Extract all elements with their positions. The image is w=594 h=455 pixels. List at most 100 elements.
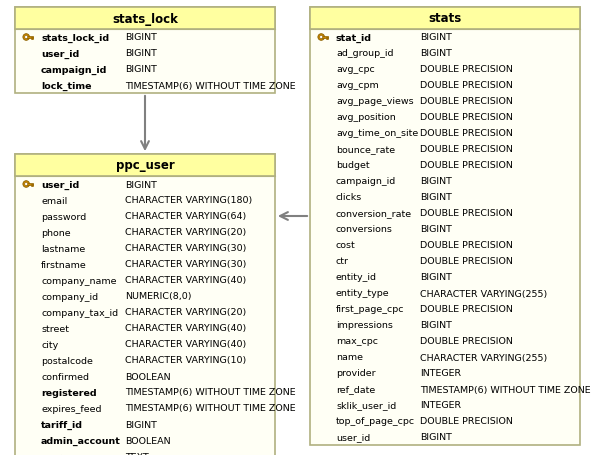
Text: CHARACTER VARYING(255): CHARACTER VARYING(255): [420, 353, 547, 362]
Text: CHARACTER VARYING(30): CHARACTER VARYING(30): [125, 260, 247, 269]
Text: CHARACTER VARYING(40): CHARACTER VARYING(40): [125, 324, 247, 333]
Text: BOOLEAN: BOOLEAN: [125, 435, 170, 445]
Text: ppc_user: ppc_user: [116, 159, 175, 172]
Text: city: city: [41, 340, 58, 349]
Text: BIGINT: BIGINT: [125, 33, 157, 42]
Text: company_tax_id: company_tax_id: [41, 308, 118, 317]
Text: INTEGER: INTEGER: [420, 400, 461, 410]
Bar: [327, 38, 328, 40]
Text: conversions: conversions: [336, 225, 393, 234]
Text: avg_time_on_site: avg_time_on_site: [336, 129, 418, 138]
Text: password: password: [41, 212, 86, 221]
Text: ctr: ctr: [336, 257, 349, 266]
Text: avg_page_views: avg_page_views: [336, 97, 413, 106]
Text: CHARACTER VARYING(255): CHARACTER VARYING(255): [420, 289, 547, 298]
Text: BIGINT: BIGINT: [420, 33, 452, 42]
Text: campaign_id: campaign_id: [41, 65, 108, 75]
Circle shape: [320, 36, 323, 40]
Text: entity_id: entity_id: [336, 273, 377, 282]
Text: DOUBLE PRECISION: DOUBLE PRECISION: [420, 161, 513, 170]
Bar: [32, 185, 33, 187]
Text: user_id: user_id: [336, 433, 370, 441]
Text: BOOLEAN: BOOLEAN: [125, 372, 170, 381]
Text: budget: budget: [336, 161, 369, 170]
Text: avg_cpm: avg_cpm: [336, 81, 379, 90]
Text: BIGINT: BIGINT: [420, 273, 452, 282]
Text: DOUBLE PRECISION: DOUBLE PRECISION: [420, 417, 513, 425]
Text: DOUBLE PRECISION: DOUBLE PRECISION: [420, 145, 513, 154]
Text: NUMERIC(8,0): NUMERIC(8,0): [125, 292, 191, 301]
Text: DOUBLE PRECISION: DOUBLE PRECISION: [420, 209, 513, 218]
Bar: [26, 183, 33, 186]
Text: BIGINT: BIGINT: [420, 321, 452, 330]
Text: DOUBLE PRECISION: DOUBLE PRECISION: [420, 113, 513, 122]
Bar: [26, 37, 33, 39]
Text: CHARACTER VARYING(20): CHARACTER VARYING(20): [125, 228, 247, 237]
Text: INTEGER: INTEGER: [420, 369, 461, 378]
Text: admin_account: admin_account: [41, 435, 121, 445]
Text: DOUBLE PRECISION: DOUBLE PRECISION: [420, 97, 513, 106]
Bar: [310, 8, 580, 30]
Text: BIGINT: BIGINT: [420, 177, 452, 186]
Text: DOUBLE PRECISION: DOUBLE PRECISION: [420, 257, 513, 266]
Text: BIGINT: BIGINT: [125, 66, 157, 74]
Text: first_page_cpc: first_page_cpc: [336, 305, 405, 314]
Text: DOUBLE PRECISION: DOUBLE PRECISION: [420, 81, 513, 90]
Text: email: email: [41, 196, 67, 205]
Text: BIGINT: BIGINT: [125, 420, 157, 429]
Bar: [15, 155, 275, 455]
Text: TIMESTAMP(6) WITHOUT TIME ZONE: TIMESTAMP(6) WITHOUT TIME ZONE: [125, 404, 296, 413]
Text: street: street: [41, 324, 69, 333]
Text: impressions: impressions: [336, 321, 393, 330]
Text: avg_cpc: avg_cpc: [336, 66, 375, 74]
Text: sklik_user_id: sklik_user_id: [336, 400, 396, 410]
Text: tariff_id: tariff_id: [41, 420, 83, 429]
Bar: [310, 8, 580, 445]
Text: confirmed: confirmed: [41, 372, 89, 381]
Text: registered: registered: [41, 388, 97, 397]
Text: avg_position: avg_position: [336, 113, 396, 122]
Text: top_of_page_cpc: top_of_page_cpc: [336, 417, 415, 425]
Text: stats_lock_id: stats_lock_id: [41, 33, 109, 42]
Bar: [326, 38, 327, 40]
Text: DOUBLE PRECISION: DOUBLE PRECISION: [420, 66, 513, 74]
Text: firstname: firstname: [41, 260, 87, 269]
Text: BIGINT: BIGINT: [420, 193, 452, 202]
Text: lock_time: lock_time: [41, 81, 91, 91]
Text: expires_feed: expires_feed: [41, 404, 102, 413]
Text: DOUBLE PRECISION: DOUBLE PRECISION: [420, 337, 513, 346]
Text: BIGINT: BIGINT: [125, 50, 157, 58]
Text: entity_type: entity_type: [336, 289, 390, 298]
Bar: [15, 8, 275, 94]
Text: source: source: [41, 451, 72, 455]
Bar: [321, 37, 328, 39]
Circle shape: [25, 36, 28, 40]
Text: postalcode: postalcode: [41, 356, 93, 365]
Text: stats: stats: [428, 12, 462, 25]
Text: conversion_rate: conversion_rate: [336, 209, 412, 218]
Bar: [31, 185, 32, 187]
Text: DOUBLE PRECISION: DOUBLE PRECISION: [420, 305, 513, 314]
Text: CHARACTER VARYING(30): CHARACTER VARYING(30): [125, 244, 247, 253]
Text: DOUBLE PRECISION: DOUBLE PRECISION: [420, 241, 513, 250]
Text: TIMESTAMP(6) WITHOUT TIME ZONE: TIMESTAMP(6) WITHOUT TIME ZONE: [125, 388, 296, 397]
Text: BIGINT: BIGINT: [125, 180, 157, 189]
Text: bounce_rate: bounce_rate: [336, 145, 395, 154]
Text: ad_group_id: ad_group_id: [336, 50, 393, 58]
Text: TEXT: TEXT: [125, 451, 148, 455]
Circle shape: [23, 35, 30, 41]
Text: user_id: user_id: [41, 49, 79, 58]
Bar: [32, 38, 33, 40]
Circle shape: [25, 183, 28, 186]
Text: lastname: lastname: [41, 244, 86, 253]
Text: ref_date: ref_date: [336, 384, 375, 394]
Text: CHARACTER VARYING(40): CHARACTER VARYING(40): [125, 340, 247, 349]
Text: CHARACTER VARYING(40): CHARACTER VARYING(40): [125, 276, 247, 285]
Bar: [15, 8, 275, 30]
Text: TIMESTAMP(6) WITHOUT TIME ZONE: TIMESTAMP(6) WITHOUT TIME ZONE: [125, 81, 296, 90]
Text: user_id: user_id: [41, 180, 79, 189]
Text: CHARACTER VARYING(64): CHARACTER VARYING(64): [125, 212, 247, 221]
Text: DOUBLE PRECISION: DOUBLE PRECISION: [420, 129, 513, 138]
Text: BIGINT: BIGINT: [420, 50, 452, 58]
Text: campaign_id: campaign_id: [336, 177, 396, 186]
